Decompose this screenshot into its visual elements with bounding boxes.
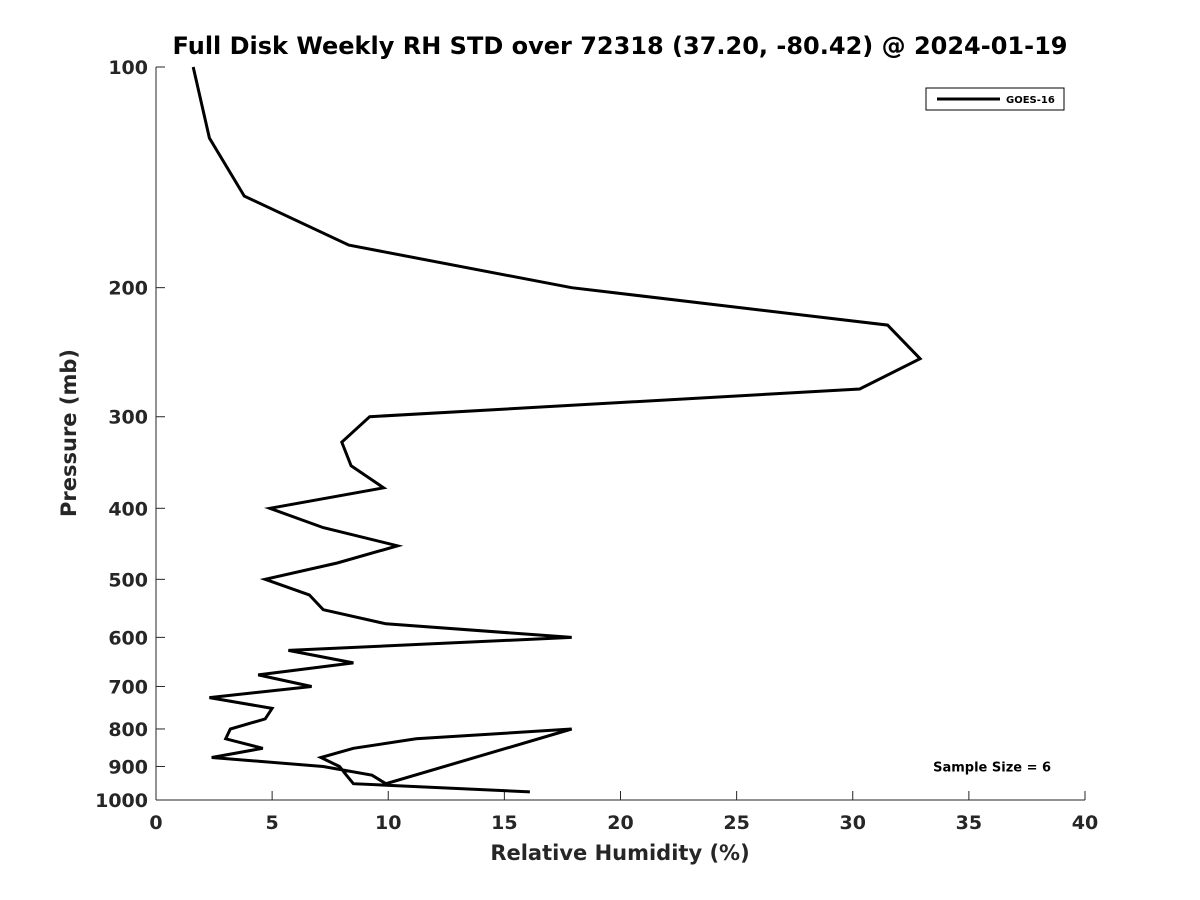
x-tick-label: 10 (375, 812, 401, 834)
x-tick-label: 30 (840, 812, 866, 834)
y-tick-label: 800 (108, 719, 148, 741)
x-axis-ticks: 0 5 10 15 20 25 30 35 40 (149, 791, 1098, 834)
y-axis-label: Pressure (mb) (57, 349, 81, 517)
legend-label-goes-16: GOES-16 (1006, 95, 1055, 106)
legend: GOES-16 (925, 87, 1065, 111)
series-line-goes-16 (191, 66, 923, 794)
x-tick-label: 20 (607, 812, 633, 834)
sample-size-annotation: Sample Size = 6 (933, 760, 1051, 775)
y-tick-label: 600 (108, 627, 148, 649)
y-tick-label: 200 (108, 278, 148, 300)
y-tick-label: 1000 (95, 790, 148, 812)
y-tick-label: 400 (108, 498, 148, 520)
y-tick-label: 500 (108, 569, 148, 591)
y-tick-label: 700 (108, 676, 148, 698)
x-tick-label: 0 (149, 812, 162, 834)
plot-area (156, 67, 1085, 800)
y-tick-label: 100 (108, 57, 148, 79)
series-layer (191, 66, 923, 794)
chart-title: Full Disk Weekly RH STD over 72318 (37.2… (173, 32, 1068, 60)
y-tick-label: 300 (108, 407, 148, 429)
x-axis-label: Relative Humidity (%) (490, 841, 749, 865)
x-tick-label: 25 (723, 812, 749, 834)
y-tick-label: 900 (108, 756, 148, 778)
x-tick-label: 40 (1072, 812, 1098, 834)
x-tick-label: 15 (491, 812, 517, 834)
x-tick-label: 5 (266, 812, 279, 834)
y-axis-ticks: 100 200 300 400 500 600 700 800 900 1000 (95, 57, 165, 812)
x-tick-label: 35 (956, 812, 982, 834)
